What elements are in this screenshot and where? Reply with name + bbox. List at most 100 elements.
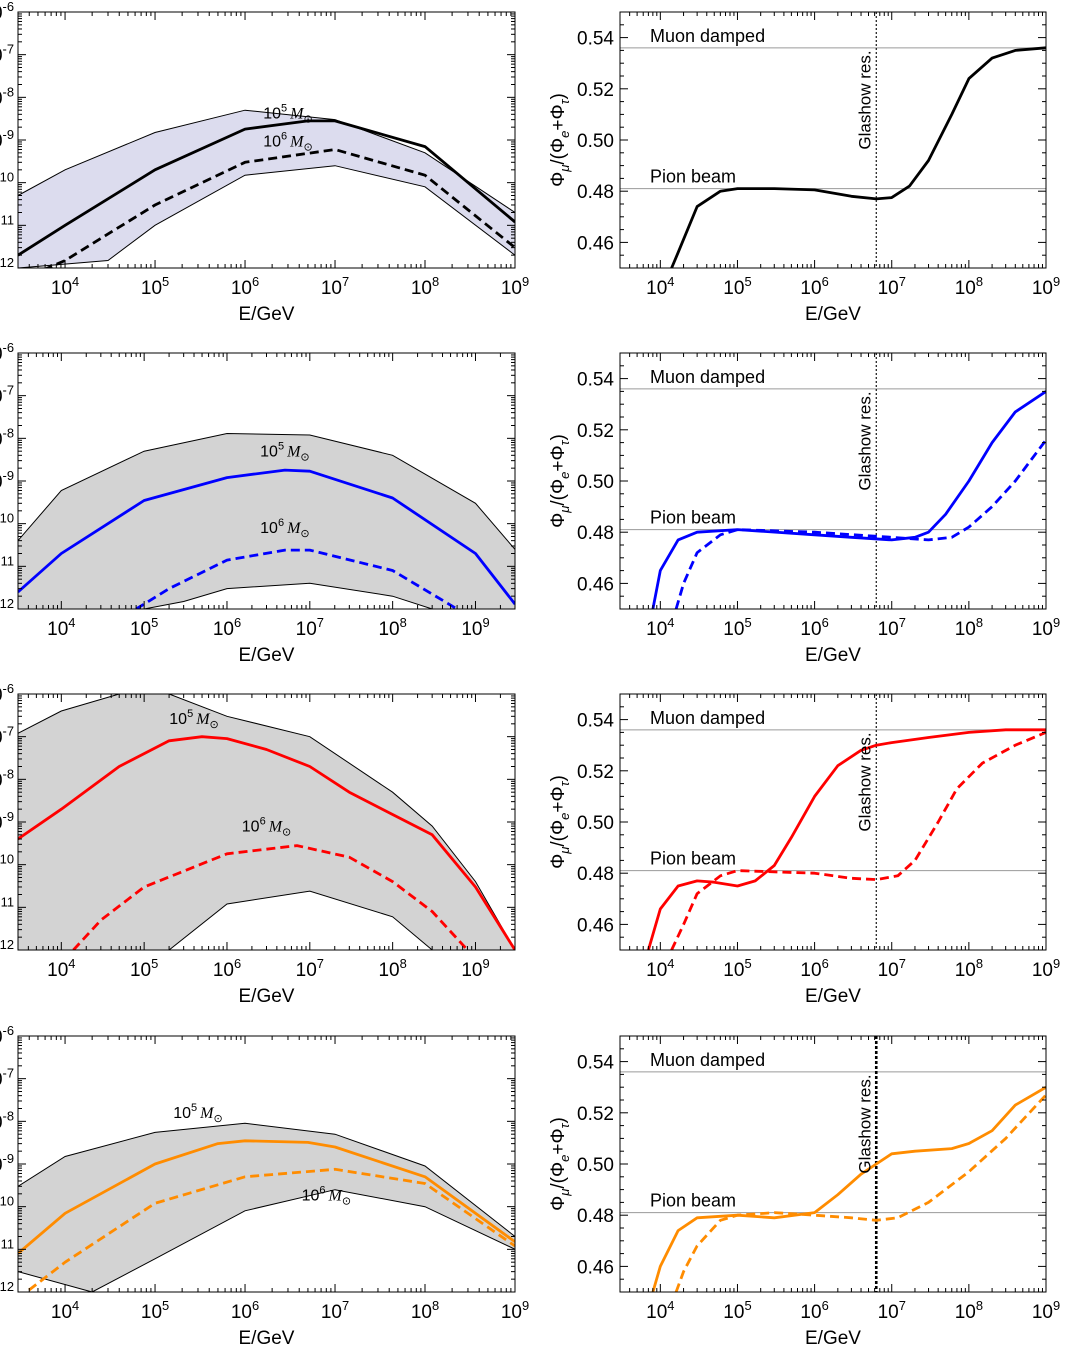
mass-unit: M bbox=[286, 443, 302, 460]
y-label-part: Φ bbox=[548, 854, 569, 869]
mass-annotation: 105 M⊙ bbox=[169, 708, 218, 731]
y-tick-label: 10-10 bbox=[0, 852, 14, 877]
band-lower-edge bbox=[168, 890, 433, 950]
tick-base: 10 bbox=[646, 1302, 667, 1323]
tick-exponent: -11 bbox=[0, 553, 14, 568]
mass-base: 10 bbox=[263, 105, 281, 122]
mass-sun: ⊙ bbox=[303, 142, 312, 154]
mass-exponent: 6 bbox=[281, 131, 287, 143]
x-tick-label: 109 bbox=[501, 1298, 529, 1323]
tick-exponent: -6 bbox=[3, 1023, 14, 1038]
y-label-part: /(Φ bbox=[548, 820, 569, 847]
mass-sun: ⊙ bbox=[303, 113, 312, 125]
x-tick-label: 109 bbox=[461, 956, 489, 981]
y-label-part: +Φ bbox=[548, 445, 569, 471]
tick-exponent: 7 bbox=[899, 1298, 906, 1313]
y-tick-label: 10-12 bbox=[0, 255, 14, 280]
tick-base: 10 bbox=[321, 1302, 342, 1323]
tick-exponent: 4 bbox=[68, 956, 75, 971]
glashow-label: Glashow res. bbox=[855, 50, 874, 149]
mass-annotation: 106 M⊙ bbox=[242, 815, 291, 838]
mass-base: 10 bbox=[242, 818, 260, 835]
tick-exponent: 8 bbox=[976, 615, 983, 630]
x-axis-label: E/GeV bbox=[805, 304, 861, 325]
y-label-part: μ bbox=[557, 1189, 572, 1197]
y-tick-label: 10-12 bbox=[0, 1279, 14, 1304]
x-tick-label: 104 bbox=[47, 956, 75, 981]
reference-label: Pion beam bbox=[650, 849, 736, 869]
plot-area bbox=[18, 1122, 515, 1292]
tick-base: 10 bbox=[1032, 1302, 1053, 1323]
tick-exponent: 8 bbox=[976, 274, 983, 289]
plot-frame bbox=[619, 11, 1047, 269]
tick-base: 10 bbox=[1032, 619, 1053, 640]
series-line-dashed bbox=[44, 148, 515, 268]
tick-exponent: 5 bbox=[162, 274, 169, 289]
x-tick-label: 105 bbox=[141, 274, 169, 299]
tick-base: 10 bbox=[800, 619, 821, 640]
mass-sun: ⊙ bbox=[213, 1113, 222, 1125]
y-label-part: e bbox=[557, 813, 572, 820]
y-tick-label: 10-6 bbox=[0, 340, 14, 365]
y-tick-label: 10-6 bbox=[0, 681, 14, 706]
y-label-part: /(Φ bbox=[548, 479, 569, 506]
tick-exponent: -8 bbox=[3, 425, 14, 440]
tick-base: 10 bbox=[0, 1070, 3, 1091]
tick-exponent: 7 bbox=[899, 274, 906, 289]
mass-unit: M bbox=[268, 818, 284, 835]
mass-unit: M bbox=[289, 105, 305, 122]
y-tick-label: 10-11 bbox=[0, 1236, 14, 1261]
tick-exponent: -7 bbox=[3, 42, 14, 57]
y-tick-label: 10-11 bbox=[0, 894, 14, 919]
x-tick-label: 108 bbox=[378, 956, 406, 981]
tick-base: 10 bbox=[878, 1302, 899, 1323]
x-tick-label: 108 bbox=[411, 1298, 439, 1323]
uncertainty-band bbox=[18, 694, 515, 950]
y-label-part: τ bbox=[557, 1122, 572, 1128]
x-tick-label: 105 bbox=[130, 956, 158, 981]
mass-sun: ⊙ bbox=[342, 1195, 351, 1207]
tick-base: 10 bbox=[955, 278, 976, 299]
y-tick-label: 10-6 bbox=[0, 1023, 14, 1048]
panel-7: 105M⊙106M⊙104105106107108109E/GeV10-1210… bbox=[0, 1023, 529, 1349]
x-tick-label: 107 bbox=[321, 274, 349, 299]
y-tick-label: 10-11 bbox=[0, 553, 14, 578]
y-tick-label: 0.54 bbox=[577, 370, 614, 391]
tick-base: 10 bbox=[723, 1302, 744, 1323]
y-tick-label: 10-8 bbox=[0, 1108, 14, 1133]
x-tick-label: 105 bbox=[723, 274, 751, 299]
y-label-part: e bbox=[557, 1155, 572, 1162]
x-tick-label: 106 bbox=[213, 956, 241, 981]
x-tick-label: 108 bbox=[955, 615, 983, 640]
tick-exponent: 9 bbox=[482, 615, 489, 630]
x-axis-label: E/GeV bbox=[239, 1328, 295, 1349]
tick-exponent: 5 bbox=[744, 1298, 751, 1313]
mass-annotation: 106 M⊙ bbox=[302, 1184, 351, 1207]
tick-base: 10 bbox=[1032, 960, 1053, 981]
tick-exponent: 6 bbox=[252, 274, 259, 289]
y-label-part: τ bbox=[557, 439, 572, 445]
tick-base: 10 bbox=[213, 960, 234, 981]
tick-base: 10 bbox=[501, 1302, 522, 1323]
tick-base: 10 bbox=[141, 1302, 162, 1323]
tick-base: 10 bbox=[51, 278, 72, 299]
tick-base: 10 bbox=[0, 46, 3, 67]
y-label-part: +Φ bbox=[548, 104, 569, 130]
mass-base: 10 bbox=[302, 1187, 320, 1204]
tick-exponent: -12 bbox=[0, 596, 14, 611]
y-label-part: τ bbox=[557, 780, 572, 786]
tick-exponent: 5 bbox=[744, 274, 751, 289]
tick-base: 10 bbox=[955, 960, 976, 981]
y-tick-label: 10-11 bbox=[0, 212, 14, 237]
tick-exponent: 4 bbox=[667, 615, 674, 630]
tick-base: 10 bbox=[0, 88, 3, 109]
y-label-part: Φ bbox=[548, 1196, 569, 1211]
tick-base: 10 bbox=[800, 960, 821, 981]
y-label-part: μ bbox=[557, 165, 572, 173]
y-label-part: ) bbox=[548, 93, 569, 99]
panel-1: 105M⊙106M⊙104105106107108109E/GeV10-1210… bbox=[0, 0, 529, 325]
tick-exponent: -9 bbox=[3, 127, 14, 142]
x-tick-label: 107 bbox=[878, 956, 906, 981]
x-tick-label: 104 bbox=[646, 274, 674, 299]
y-label-part: ) bbox=[548, 434, 569, 440]
